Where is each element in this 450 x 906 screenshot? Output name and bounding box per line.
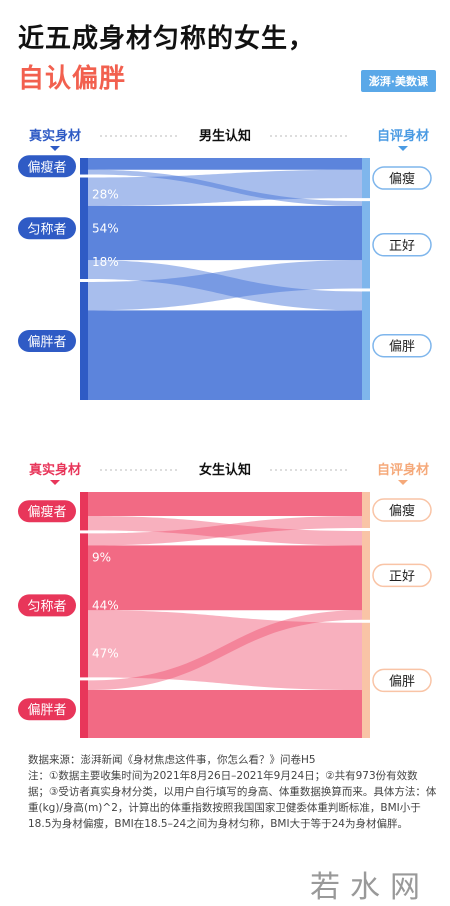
page-title: 近五成身材匀称的女生， <box>18 24 316 54</box>
flow-偏瘦者-偏瘦 <box>88 158 362 170</box>
flow-pct-label: 44% <box>92 598 119 612</box>
left-node-label: 偏瘦者 <box>27 504 66 520</box>
flow-偏瘦者-正好 <box>88 516 362 546</box>
left-node-pill <box>18 217 76 240</box>
flow-偏瘦者-偏瘦 <box>88 492 362 516</box>
right-node-pill <box>372 563 432 588</box>
flow-pct-label: 9% <box>92 550 111 564</box>
left-node-bar-2 <box>80 680 88 738</box>
chart-title: 女生认知 <box>199 462 251 478</box>
left-node-pill <box>18 698 76 721</box>
flow-pct-label: 28% <box>92 187 119 201</box>
right-arrow-icon <box>398 146 408 151</box>
right-node-pill <box>372 333 432 358</box>
note-text: 注：①数据主要收集时间为2021年8月26日–2021年9月24日；②共有973… <box>28 770 437 830</box>
flow-匀称者-偏瘦 <box>88 516 362 546</box>
flow-匀称者-偏胖 <box>88 260 362 311</box>
flow-偏胖者-正好 <box>88 610 362 690</box>
flow-偏瘦者-正好 <box>88 169 362 206</box>
left-node-pill <box>18 594 76 617</box>
right-node-bar-1 <box>362 201 370 289</box>
chart-title: 男生认知 <box>199 128 251 144</box>
right-axis-label: 自评身材 <box>377 462 429 478</box>
left-node-bar-1 <box>80 177 88 279</box>
left-node-pill <box>18 330 76 352</box>
left-node-bar-0 <box>80 492 88 531</box>
flow-匀称者-正好 <box>88 545 362 611</box>
left-node-pill <box>18 155 76 178</box>
page-subtitle: 自认偏胖 <box>18 64 127 94</box>
flow-pct-label: 47% <box>92 646 119 660</box>
watermark: 若水网 <box>310 870 430 905</box>
left-node-label: 偏胖者 <box>27 703 66 718</box>
left-node-label: 偏瘦者 <box>27 159 66 175</box>
right-node-label: 正好 <box>389 569 415 584</box>
left-node-pill <box>18 500 76 523</box>
flow-匀称者-正好 <box>88 205 362 261</box>
flow-pct-label: 54% <box>92 221 119 235</box>
right-node-pill <box>372 498 432 522</box>
right-node-pill <box>372 233 432 257</box>
left-node-label: 匀称者 <box>27 222 66 237</box>
flow-偏胖者-偏胖 <box>88 690 362 738</box>
right-arrow-icon <box>398 480 408 485</box>
right-node-label: 偏瘦 <box>389 503 415 519</box>
left-node-label: 偏胖者 <box>27 335 66 350</box>
right-axis-label: 自评身材 <box>377 128 429 144</box>
left-arrow-icon <box>50 146 60 151</box>
right-node-label: 偏胖 <box>389 674 415 689</box>
right-node-bar-1 <box>362 531 370 620</box>
flow-匀称者-偏胖 <box>88 610 362 690</box>
left-node-label: 匀称者 <box>27 599 66 614</box>
right-node-label: 偏瘦 <box>389 171 415 187</box>
right-node-label: 正好 <box>389 239 415 254</box>
right-node-bar-0 <box>362 492 370 528</box>
left-arrow-icon <box>50 480 60 485</box>
source-note: 数据来源：澎湃新闻《身材焦虑这件事，你怎么看？》问卷H5 注：①数据主要收集时间… <box>28 752 438 832</box>
source-line: 数据来源：澎湃新闻《身材焦虑这件事，你怎么看？》问卷H5 <box>28 754 316 766</box>
left-node-bar-0 <box>80 158 88 175</box>
left-axis-label: 真实身材 <box>29 128 81 144</box>
right-node-bar-2 <box>362 291 370 400</box>
right-node-label: 偏胖 <box>389 340 415 355</box>
left-node-bar-1 <box>80 533 88 678</box>
right-node-bar-2 <box>362 622 370 738</box>
right-node-pill <box>372 668 432 693</box>
flow-pct-label: 18% <box>92 255 119 269</box>
flow-偏胖者-偏胖 <box>88 310 362 400</box>
flow-偏胖者-正好 <box>88 260 362 311</box>
flow-匀称者-偏瘦 <box>88 169 362 206</box>
brand-logo: 澎湃·美数课 <box>360 70 436 92</box>
left-node-bar-2 <box>80 282 88 400</box>
right-node-pill <box>372 166 432 190</box>
left-axis-label: 真实身材 <box>29 462 81 478</box>
right-node-bar-0 <box>362 158 370 199</box>
